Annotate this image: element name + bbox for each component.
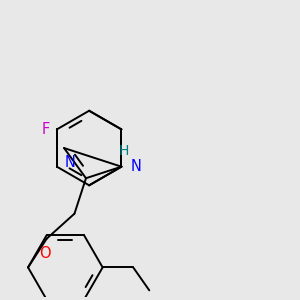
Text: N: N — [64, 155, 75, 170]
Text: O: O — [39, 247, 51, 262]
Text: H: H — [118, 144, 129, 158]
Text: F: F — [42, 122, 50, 137]
Text: N: N — [130, 159, 141, 174]
